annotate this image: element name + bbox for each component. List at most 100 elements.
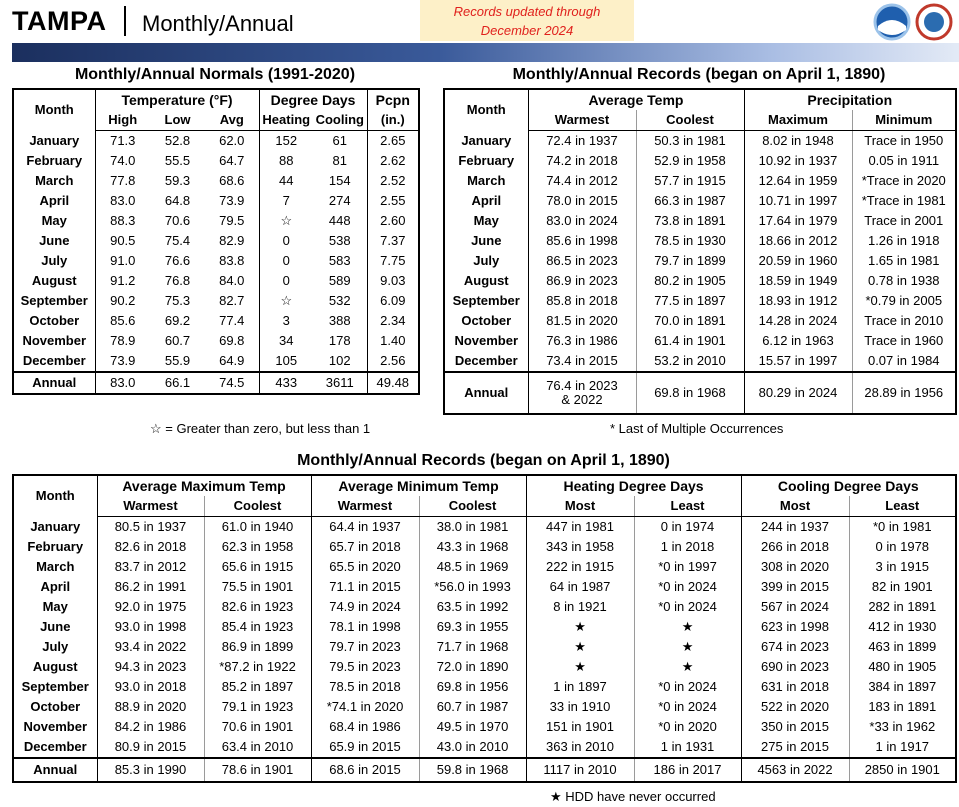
row-label: December (454, 353, 518, 368)
cell: 8 in 1921 (525, 597, 635, 617)
cell: 55.9 (164, 353, 191, 368)
update-notice: Records updated through December 2024 (420, 0, 634, 41)
cell: 9.03 (366, 271, 420, 291)
records-table: Month Average Temp Precipitation Warmest Coo… (443, 88, 958, 415)
cell: 2.55 (366, 191, 420, 211)
notice-line: Records updated through (453, 4, 601, 19)
row-label: February (26, 153, 83, 168)
cell: 91.0 (94, 251, 150, 271)
cell: 93.0 in 2018 (96, 677, 204, 697)
cell: 75.3 (164, 293, 191, 308)
cell: 1 in 1931 (633, 737, 742, 758)
cell: 79.1 in 1923 (203, 697, 312, 717)
cell: 2850 in 1901 (848, 757, 957, 782)
cell: 84.0 (219, 273, 245, 288)
cell: 59.3 (164, 173, 191, 188)
annual-row: Annual 83.0 66.1 74.5 433 3611 49.48 (13, 371, 420, 394)
sub-header: Maximum (743, 110, 852, 131)
cell: 186 in 2017 (633, 757, 742, 782)
cell: 86.5 in 2023 (527, 251, 636, 271)
cell: 64 in 1987 (525, 577, 635, 597)
cell: 532 (328, 293, 351, 308)
row-label: January (461, 132, 512, 148)
cell: 33 in 1910 (525, 697, 635, 717)
cell: 53.2 in 2010 (635, 351, 744, 372)
cell: 78.5 in 2018 (310, 677, 420, 697)
cell: 76.3 in 1986 (527, 331, 636, 351)
sub-header: Avg (205, 110, 260, 131)
month-header: Month (466, 102, 506, 118)
cell: 690 in 2023 (740, 657, 850, 677)
cell: 274 (328, 193, 351, 208)
cell: ★ (525, 617, 635, 637)
month-row: August 86.9 in 2023 80.2 in 1905 18.59 in 1… (444, 271, 957, 291)
group-header: Average Maximum Temp (96, 475, 312, 496)
sub-header: Minimum (851, 110, 957, 131)
cell: 1.26 in 1918 (851, 231, 957, 251)
cell: 0 in 1978 (848, 537, 957, 557)
cell: 86.9 in 2023 (527, 271, 636, 291)
cell: 399 in 2015 (740, 577, 850, 597)
cell: 94.3 in 2023 (96, 657, 204, 677)
sub-header: Low (150, 110, 205, 131)
cell: 8.02 in 1948 (743, 130, 852, 151)
month-row: December 80.9 in 2015 63.4 in 2010 65.9 in … (13, 737, 957, 758)
cell: 79.7 in 2023 (310, 637, 420, 657)
row-label: August (463, 273, 509, 288)
cell: 62.3 in 1958 (203, 537, 312, 557)
month-row: August 91.2 76.8 84.0 0 589 9.03 (13, 271, 420, 291)
cell: 63.5 in 1992 (418, 597, 527, 617)
cell: 82 in 1901 (848, 577, 957, 597)
group-header: Temperature (°F) (94, 89, 260, 110)
row-label: June (471, 233, 502, 248)
cell: 76.6 (164, 253, 191, 268)
row-label: May (42, 599, 68, 614)
cell: 81.5 in 2020 (527, 311, 636, 331)
cell: 76.8 (164, 273, 191, 288)
annual-row: Annual 76.4 in 2023 & 2022 69.8 in 1968 80.… (444, 371, 957, 414)
cell: 83.0 (94, 191, 150, 211)
cell: 72.4 in 1937 (527, 130, 636, 151)
sub-header: Heating (258, 110, 314, 131)
row-label: October (29, 313, 80, 328)
cell: 64.8 (164, 193, 191, 208)
cell: 81 (332, 153, 347, 168)
cell: 85.6 (94, 311, 150, 331)
table-header: Month Average Maximum Temp Average Minimum… (13, 475, 957, 517)
header-row: High Low Avg Heating Cooling (in.) (13, 110, 420, 131)
extremes-table: Month Average Maximum Temp Average Minimum… (12, 474, 958, 783)
cell: *0.79 in 2005 (851, 291, 957, 311)
cell: ★ (525, 657, 635, 677)
cell: 69.2 (164, 313, 191, 328)
month-row: September 93.0 in 2018 85.2 in 1897 78.5 in… (13, 677, 957, 697)
cell: 0 (258, 251, 314, 271)
station-title: TAMPA (12, 6, 107, 36)
cell: 74.5 (205, 371, 260, 394)
cell: 1 in 2018 (633, 537, 742, 557)
cell: 63.4 in 2010 (203, 737, 312, 758)
month-row: November 78.9 60.7 69.8 34 178 1.40 (13, 331, 420, 351)
cell: 69.8 in 1968 (635, 371, 744, 414)
cell: 64.4 in 1937 (310, 516, 420, 537)
cell: 2.56 (366, 351, 420, 372)
cell: 62.0 (219, 133, 245, 148)
group-header: Pcpn (366, 89, 420, 110)
cell: 384 in 1897 (848, 677, 957, 697)
cell: 7.75 (366, 251, 420, 271)
cell: 74.0 (94, 151, 150, 171)
cell: 66.1 (150, 371, 205, 394)
cell: 0 in 1974 (633, 516, 742, 537)
cell: 70.6 in 1901 (203, 717, 312, 737)
cell: 10.92 in 1937 (743, 151, 852, 171)
row-label: March (467, 173, 506, 188)
row-label: September (20, 293, 88, 308)
cell: 65.9 in 2015 (310, 737, 420, 758)
sub-header: Cooling (313, 110, 368, 131)
cell: 2.62 (366, 151, 420, 171)
month-row: March 77.8 59.3 68.6 44 154 2.52 (13, 171, 420, 191)
row-label: December (22, 353, 86, 368)
cell: 93.4 in 2022 (96, 637, 204, 657)
sub-header: Warmest (527, 110, 636, 131)
row-label: April (471, 193, 502, 208)
noaa-logo-wave (878, 20, 906, 35)
